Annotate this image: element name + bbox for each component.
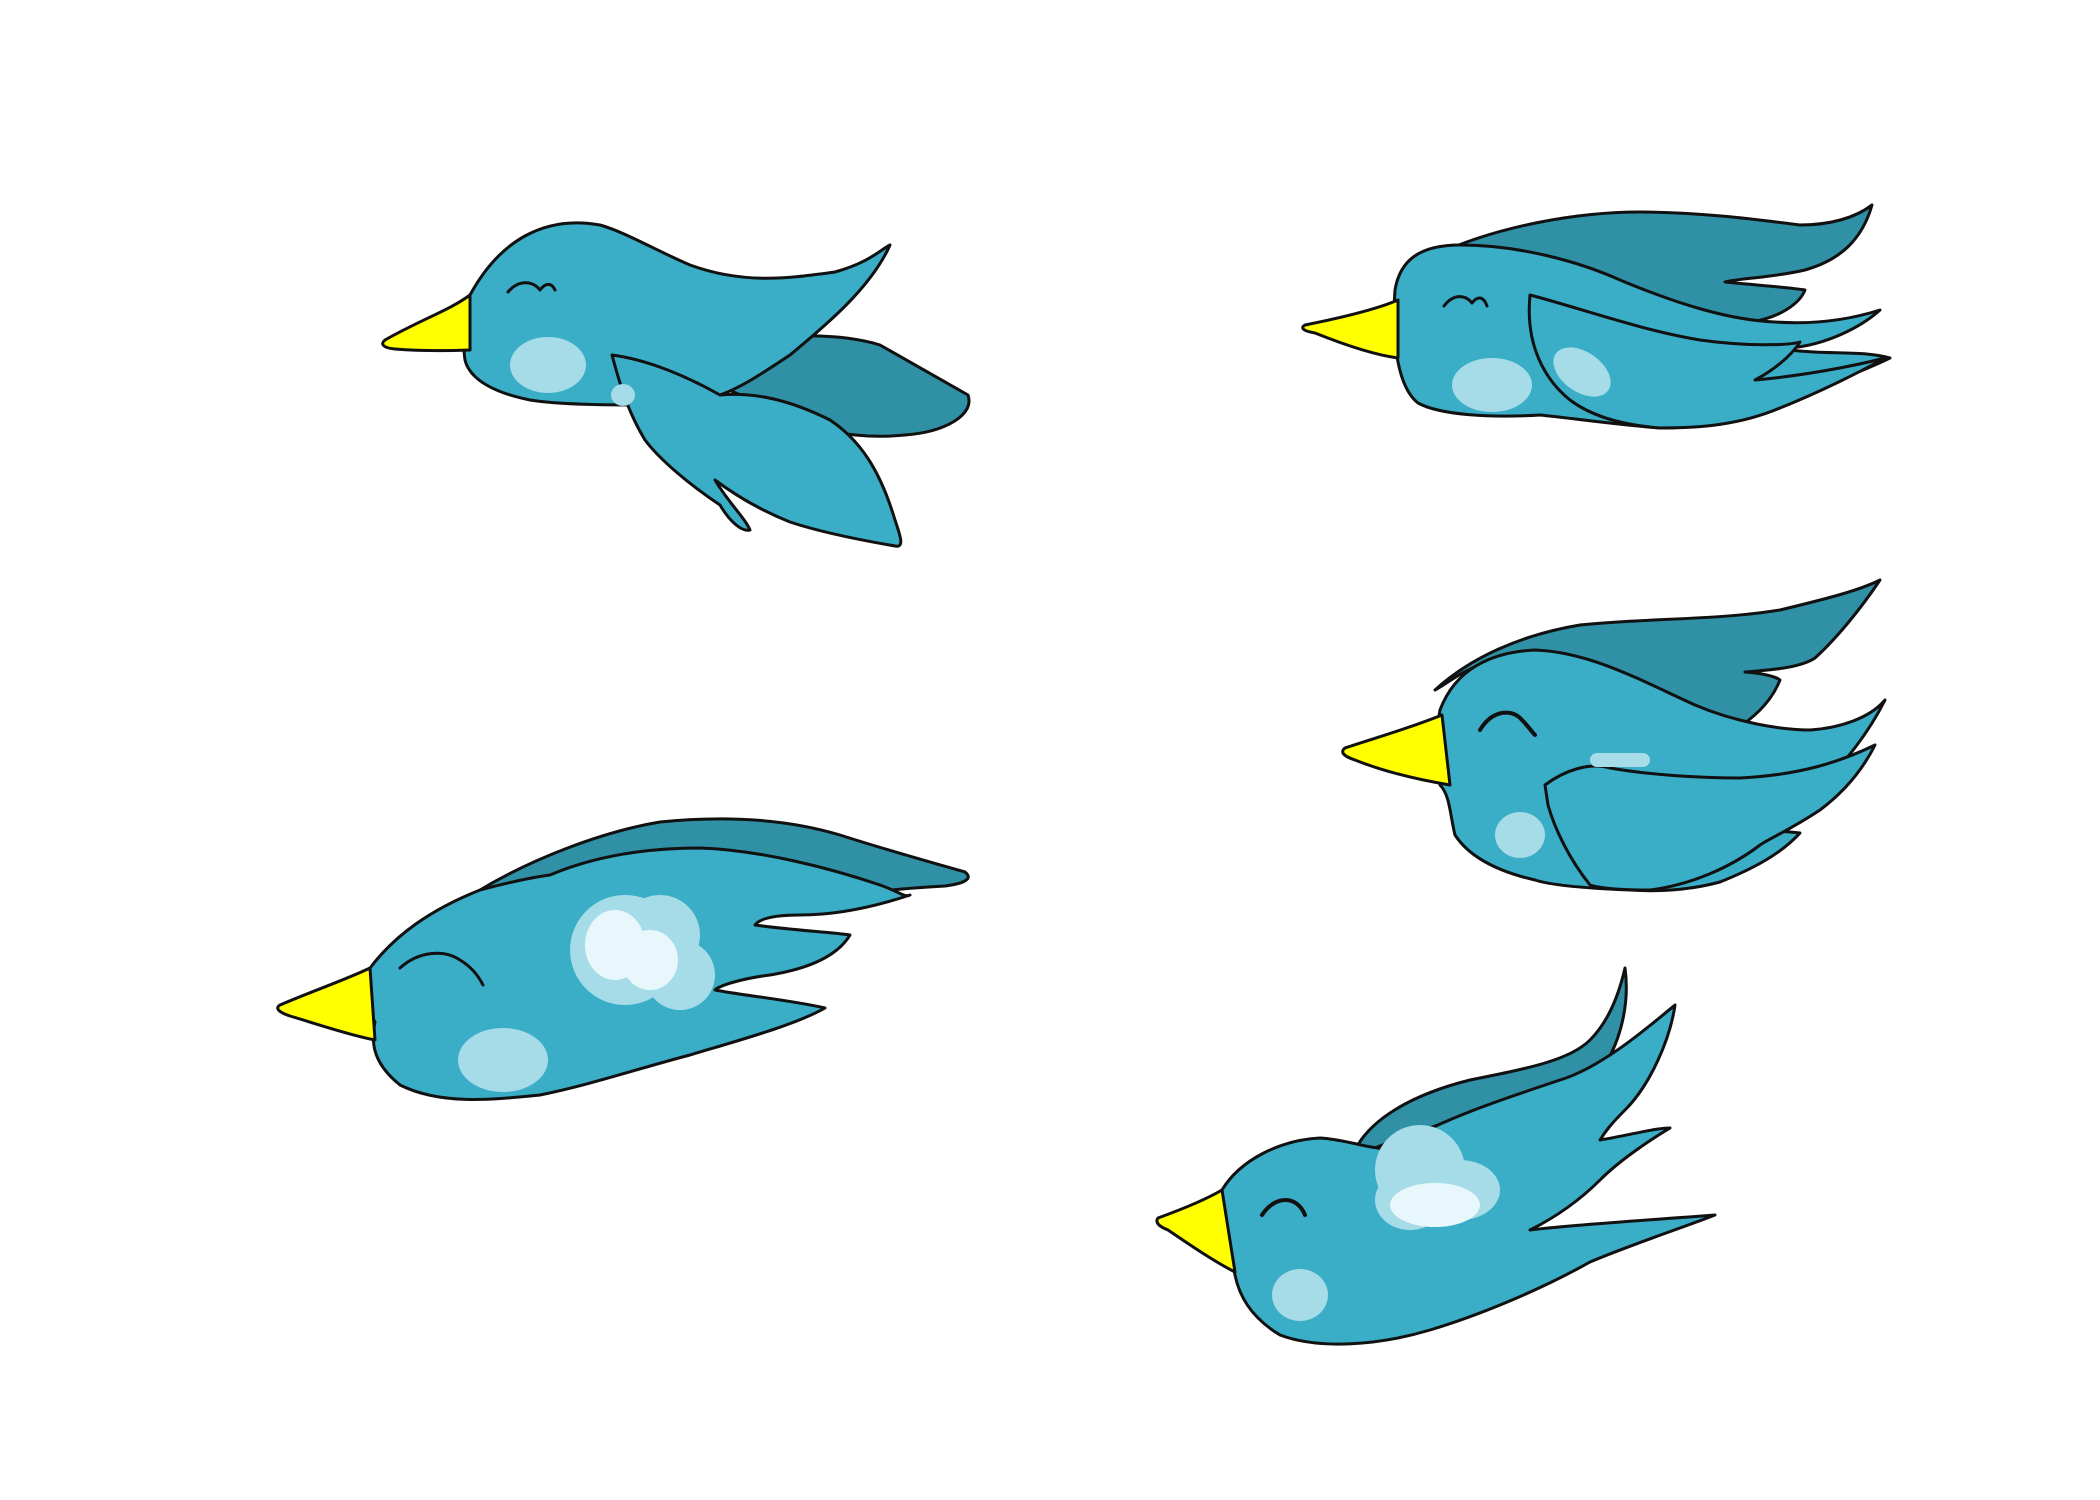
eye-icon [1442, 295, 1489, 308]
wing-highlight [1553, 347, 1611, 397]
wing-highlight [1590, 753, 1650, 767]
wing-highlight [570, 895, 715, 1010]
beak [381, 293, 472, 353]
eye-icon [1260, 1198, 1307, 1217]
cheek-spot [1495, 812, 1545, 858]
cheek-spot [1272, 1269, 1328, 1321]
eye-icon [1478, 710, 1537, 737]
beak [1155, 1188, 1237, 1274]
eye-icon [398, 951, 485, 987]
cheek-spot [1452, 358, 1532, 412]
wing-highlight [611, 384, 635, 406]
bird-frame-wings-down [381, 221, 971, 548]
beak [1341, 713, 1452, 787]
bird-frame-wings-half-raised [1341, 578, 1887, 893]
beak [276, 966, 377, 1042]
cheek-spot [510, 337, 586, 393]
front-wing [1543, 743, 1877, 892]
bird-frame-wings-swept-back [1301, 203, 1892, 430]
cheek-spot [458, 1028, 548, 1092]
front-wing [610, 353, 903, 548]
beak [1301, 298, 1400, 360]
eye-icon [506, 281, 557, 294]
bird-frame-wings-up [1155, 966, 1717, 1346]
wing-highlight [1375, 1125, 1500, 1230]
front-wing [1527, 293, 1887, 430]
bird-frame-wings-level [276, 817, 970, 1101]
